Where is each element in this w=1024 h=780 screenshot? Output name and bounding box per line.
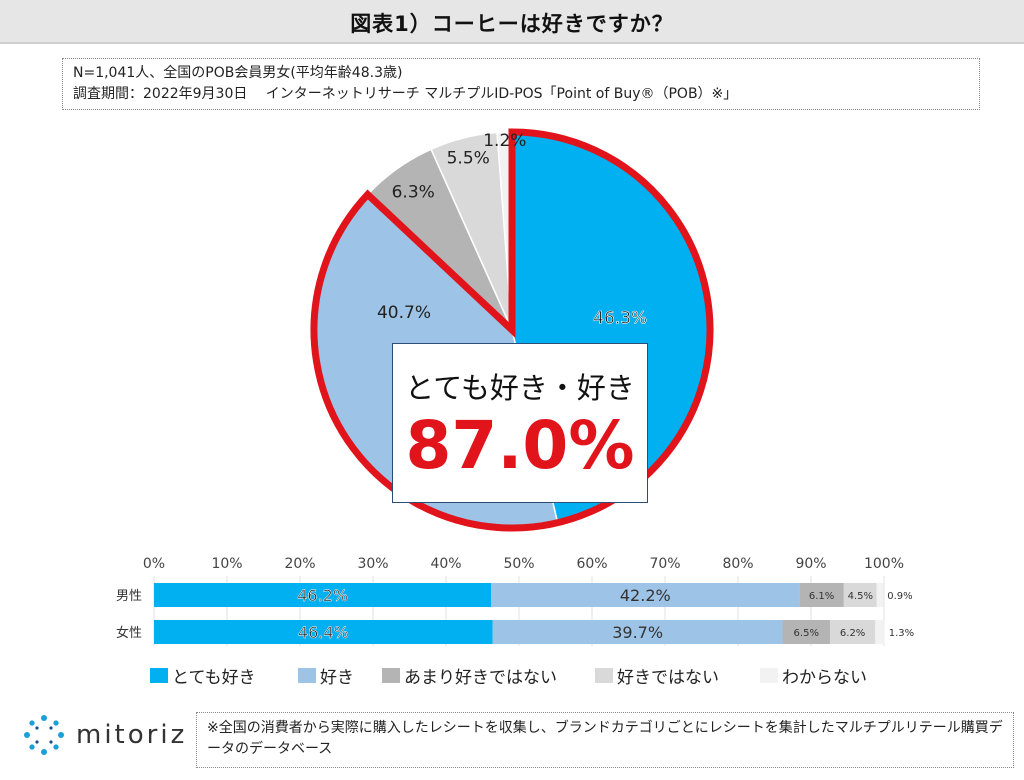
x-tick-label: 80% — [722, 556, 753, 572]
bar-data-label: 6.5% — [794, 628, 819, 639]
mitoriz-logo: mitoriz — [20, 712, 190, 760]
x-tick-label: 70% — [649, 556, 680, 572]
chart-title: 図表1）コーヒーは好きですか？ — [350, 12, 674, 36]
legend: とても好き 好き あまり好きではない 好きではない わからない — [150, 662, 930, 688]
bar-data-label: 0.9% — [887, 591, 912, 602]
legend-item: 好きではない — [595, 662, 719, 688]
bar-segment — [491, 583, 800, 607]
bar-data-label: 46.4% — [298, 623, 349, 642]
logo-icon — [24, 715, 64, 755]
bar-segment — [875, 620, 885, 644]
callout-label: とても好き・好き — [405, 371, 635, 405]
bar-segment — [843, 583, 877, 607]
title-bar: 図表1）コーヒーは好きですか？ — [0, 0, 1024, 44]
bar-segment — [829, 620, 876, 644]
bar-data-label: 6.2% — [840, 628, 865, 639]
legend-swatch — [298, 667, 316, 683]
stacked-bar-chart: 0% 10% 20% 30% 40% 50% 60% 70% 80% 90% 100% 男性 46.2%… — [116, 556, 914, 646]
legend-label: あまり好きではない — [404, 667, 557, 688]
x-tick-label: 60% — [576, 556, 607, 572]
survey-period-note: 調査期間：2022年9月30日 インターネットリサーチ マルチプルID-POS「… — [73, 86, 738, 102]
x-tick-label: 20% — [284, 556, 315, 572]
bar-data-label: 46.2% — [297, 586, 348, 605]
legend-swatch — [760, 667, 778, 683]
x-tick-label: 40% — [430, 556, 461, 572]
bar-segment — [154, 583, 492, 607]
survey-sample-note: N=1,041人、全国のPOB会員男女(平均年齢48.3歳) — [73, 65, 403, 81]
bar-data-label: 42.2% — [620, 586, 671, 605]
legend-swatch — [382, 667, 400, 683]
x-tick-label: 0% — [143, 556, 165, 572]
x-tick-label: 10% — [211, 556, 242, 572]
bar-segment — [799, 583, 844, 607]
legend-swatch — [150, 667, 168, 683]
pie-label-1: 46.3% — [593, 308, 647, 328]
bar-category-label: 男性 — [116, 589, 142, 604]
pie-label-4: 5.5% — [447, 148, 490, 168]
legend-item: 好き — [298, 662, 354, 688]
footer-note: ※全国の消費者から実際に購入したレシートを収集し、ブランドカテゴリごとにレシート… — [196, 712, 1014, 768]
pie-label-2: 40.7% — [377, 303, 431, 323]
bar-segment — [782, 620, 830, 644]
survey-note: N=1,041人、全国のPOB会員男女(平均年齢48.3歳) 調査期間：2022… — [62, 58, 980, 110]
bar-segment — [154, 620, 493, 644]
pie-label-3: 6.3% — [392, 182, 435, 202]
bar-segment — [492, 620, 783, 644]
bar-data-label: 1.3% — [889, 628, 914, 639]
bar-data-label: 6.1% — [809, 591, 834, 602]
x-tick-label: 100% — [864, 556, 904, 572]
legend-label: とても好き — [172, 667, 256, 688]
legend-label: 好き — [320, 667, 354, 688]
legend-label: 好きではない — [617, 667, 719, 688]
x-tick-label: 90% — [795, 556, 826, 572]
legend-label: わからない — [782, 667, 867, 688]
callout-value: 87.0% — [405, 407, 635, 484]
legend-item: わからない — [760, 662, 867, 688]
bar-category-label: 女性 — [116, 625, 142, 641]
logo-text: mitoriz — [76, 720, 188, 750]
x-tick-label: 50% — [503, 556, 534, 572]
legend-swatch — [595, 667, 613, 683]
bar-data-label: 39.7% — [612, 623, 663, 642]
legend-item: あまり好きではない — [382, 662, 557, 688]
bar-data-label: 4.5% — [848, 591, 873, 602]
pie-label-5: 1.2% — [483, 131, 526, 151]
pie-highlight-outline — [310, 128, 714, 532]
bar-segment — [876, 583, 884, 607]
legend-item: とても好き — [150, 662, 256, 688]
x-tick-label: 30% — [357, 556, 388, 572]
callout-box: とても好き・好き 87.0% — [392, 343, 648, 503]
